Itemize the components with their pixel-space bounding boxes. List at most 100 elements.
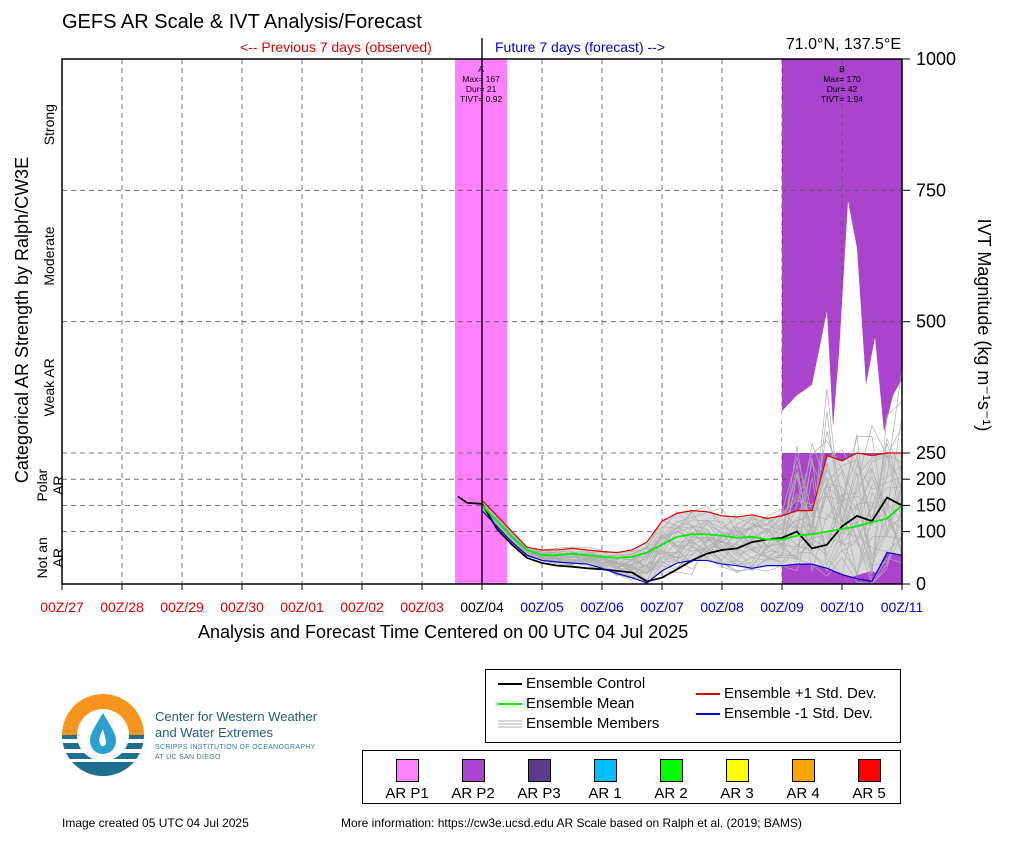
category-legend-label: AR 5 (852, 785, 886, 802)
category-label: Not an (34, 537, 50, 578)
org-subtitle-line1: SCRIPPS INSTITUTION OF OCEANOGRAPHY (155, 744, 316, 751)
ensemble-member-line (481, 430, 903, 572)
ensemble-mean-line (481, 504, 903, 559)
ensemble-member-line (481, 473, 903, 584)
y-tick-label: 1000 (916, 49, 956, 69)
category-legend-item: AR P1 (377, 759, 437, 802)
cw3e-logo-icon (62, 694, 144, 776)
x-tick-label: 00Z/09 (760, 599, 804, 615)
category-swatch (857, 759, 881, 782)
x-tick-label: 00Z/05 (520, 599, 564, 615)
category-swatch (461, 759, 485, 782)
category-label: AR (50, 548, 66, 567)
x-tick-label: 00Z/01 (280, 599, 324, 615)
category-swatch (395, 759, 419, 782)
previous-days-label: <-- Previous 7 days (observed) (240, 39, 432, 55)
ensemble-member-line (481, 449, 903, 575)
category-label: AR (50, 475, 66, 494)
y-tick-label: 500 (916, 312, 946, 332)
x-tick-label: 00Z/04 (460, 599, 504, 615)
ar-event-label: TIVT= 0.92 (460, 94, 503, 104)
ar-event-label: TIVT= 1.94 (821, 94, 864, 104)
ensemble-control-line (457, 495, 903, 583)
legend-item: Ensemble Mean (498, 695, 634, 712)
ensemble-1-std-dev-line (481, 510, 903, 584)
category-legend-item: AR 2 (641, 759, 701, 802)
category-legend-item: AR P2 (443, 759, 503, 802)
ensemble-member-line (481, 368, 903, 576)
left-axis-title: Categorical AR Strength by Ralph/CW3E (12, 157, 32, 483)
category-swatch (527, 759, 551, 782)
ar-event-label: B (839, 64, 845, 74)
category-legend: AR P1 AR P2 AR P3 AR 1 AR 2 AR 3 AR 4 AR 5 (362, 750, 901, 804)
category-label: Weak AR (41, 358, 57, 416)
category-label: Moderate (41, 226, 57, 285)
category-legend-item: AR P3 (509, 759, 569, 802)
ar-event-label: Dur= 21 (466, 84, 497, 94)
legend-label: Ensemble Control (526, 675, 646, 692)
x-tick-label: 00Z/07 (640, 599, 684, 615)
x-tick-label: 00Z/03 (400, 599, 444, 615)
y-tick-label: 100 (916, 522, 946, 542)
legend-item: Ensemble +1 Std. Dev. (696, 685, 877, 702)
legend-item: Ensemble -1 Std. Dev. (696, 705, 873, 722)
x-tick-label: 00Z/06 (580, 599, 624, 615)
legend-item: Ensemble Control (498, 675, 645, 692)
x-tick-label: 00Z/11 (881, 599, 924, 615)
ensemble-1-std-dev-line (481, 452, 902, 554)
legend-label: Ensemble -1 Std. Dev. (724, 705, 873, 722)
ar-event-label: Max= 170 (823, 74, 861, 84)
future-days-label: Future 7 days (forecast) --> (495, 39, 666, 55)
ar-event-label: Max= 167 (462, 74, 500, 84)
legend-swatch (498, 720, 522, 728)
more-info-text: More information: https://cw3e.ucsd.edu … (341, 816, 802, 830)
category-legend-item: AR 4 (773, 759, 833, 802)
category-legend-label: AR P1 (385, 785, 429, 802)
location-label: 71.0°N, 137.5°E (785, 36, 901, 53)
legend-item: Ensemble Members (498, 715, 659, 732)
chart-title: GEFS AR Scale & IVT Analysis/Forecast (62, 11, 422, 33)
x-tick-label: 00Z/10 (820, 599, 864, 615)
org-subtitle-line2: AT UC SAN DIEGO (155, 754, 221, 761)
y-tick-label: 200 (916, 469, 946, 489)
category-legend-label: AR 1 (588, 785, 622, 802)
x-tick-label: 00Z/29 (160, 599, 204, 615)
legend-label: Ensemble Mean (526, 695, 635, 712)
member-envelope (782, 200, 902, 453)
category-legend-label: AR 2 (654, 785, 688, 802)
category-legend-item: AR 5 (839, 759, 899, 802)
category-swatch (659, 759, 683, 782)
legend-label: Ensemble +1 Std. Dev. (724, 685, 877, 702)
image-created-text: Image created 05 UTC 04 Jul 2025 (62, 816, 249, 830)
category-legend-label: AR P3 (517, 785, 561, 802)
y-tick-label: 250 (916, 443, 946, 463)
ar-event-label: A (478, 64, 484, 74)
y-tick-label: 150 (916, 495, 946, 515)
y-tick-label: 750 (916, 180, 946, 200)
x-tick-label: 00Z/27 (40, 599, 84, 615)
x-axis-title: Analysis and Forecast Time Centered on 0… (198, 622, 689, 642)
org-name-line1: Center for Western Weather (155, 709, 318, 724)
x-tick-label: 00Z/30 (220, 599, 264, 615)
category-swatch (725, 759, 749, 782)
category-legend-label: AR 3 (720, 785, 754, 802)
legend-label: Ensemble Members (526, 715, 660, 732)
category-legend-label: AR 4 (786, 785, 820, 802)
category-legend-label: AR P2 (451, 785, 495, 802)
x-tick-label: 00Z/02 (340, 599, 384, 615)
x-tick-label: 00Z/28 (100, 599, 144, 615)
ensemble-member-line (481, 468, 903, 579)
y-axis-title: IVT Magnitude (kg m⁻¹s⁻¹) (974, 219, 994, 432)
ar-event-label: Dur= 42 (827, 84, 858, 94)
category-legend-item: AR 1 (575, 759, 635, 802)
legend-swatch (498, 703, 522, 706)
category-swatch (791, 759, 815, 782)
category-legend-item: AR 3 (707, 759, 767, 802)
category-label: Polar (34, 469, 50, 502)
legend-swatch (498, 683, 522, 686)
ensemble-member-line (481, 437, 903, 563)
x-tick-label: 00Z/08 (700, 599, 744, 615)
org-name-line2: and Water Extremes (155, 725, 274, 740)
legend-swatch (696, 693, 720, 696)
